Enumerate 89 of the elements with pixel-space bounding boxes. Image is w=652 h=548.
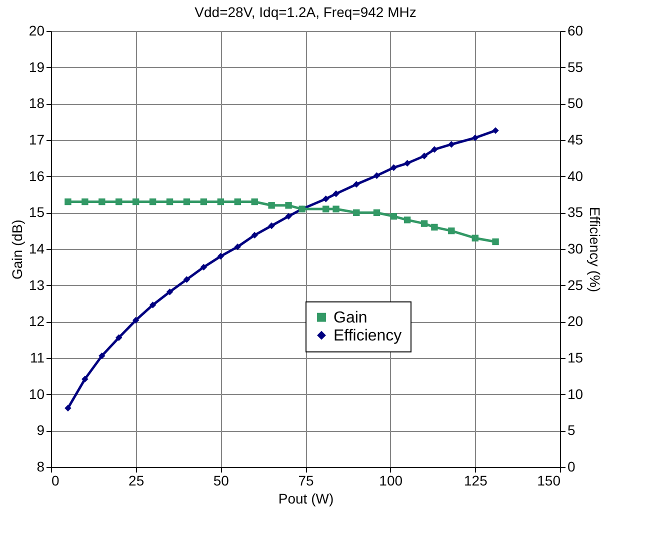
x-tick-label: 125 [464, 472, 488, 488]
y2-tick-label: 60 [568, 22, 584, 38]
y-tick-label: 20 [28, 22, 45, 38]
point [492, 127, 499, 134]
point [448, 227, 455, 234]
point [472, 234, 479, 242]
x-tick-label: 150 [537, 472, 561, 488]
point [285, 202, 292, 209]
point [149, 198, 156, 206]
point [82, 376, 88, 382]
y2-tick-label: 40 [568, 168, 584, 184]
point [98, 352, 106, 360]
point [322, 196, 330, 202]
x-tick-label: 100 [379, 472, 403, 488]
y-tick-label: 11 [30, 350, 45, 366]
point [234, 198, 241, 206]
point [420, 220, 428, 227]
point [431, 224, 438, 231]
y2-tick-label: 25 [568, 276, 584, 293]
y-axis-title: Gain (dB) [8, 220, 25, 280]
point [492, 238, 499, 246]
y2-axis-title: Efficiency (%) [587, 206, 604, 292]
point [431, 146, 438, 153]
point [373, 172, 380, 179]
point [166, 288, 174, 296]
point [116, 198, 122, 206]
point [64, 198, 72, 206]
point [234, 243, 241, 250]
point [322, 206, 330, 212]
y2-tick-label: 50 [568, 95, 584, 112]
point [332, 206, 340, 212]
point [420, 152, 428, 160]
y-tick-label: 8 [36, 458, 45, 474]
point [390, 164, 398, 171]
chart-title: Vdd=28V, Idq=1.2A, Freq=942 MHz [194, 4, 416, 20]
point [98, 198, 106, 206]
point [251, 232, 258, 239]
y-tick-label: 15 [28, 204, 45, 220]
point [448, 141, 455, 148]
y2-tick-label: 30 [568, 240, 584, 256]
point [116, 334, 122, 342]
point [404, 216, 411, 224]
point [166, 198, 174, 206]
point [217, 252, 224, 260]
y-tick-label: 10 [28, 386, 45, 402]
point [82, 198, 88, 206]
y-tick-label: 14 [28, 240, 45, 256]
x-tick-label: 75 [298, 472, 314, 488]
x-tick-label: 25 [128, 472, 144, 488]
x-axis-title: Pout (W) [278, 490, 334, 506]
y2-tick-label: 0 [568, 458, 576, 474]
y2-tick-label: 20 [568, 313, 584, 330]
y-tick-label: 17 [28, 132, 45, 148]
y-tick-label: 13 [28, 276, 45, 293]
y2-tick-label: 15 [568, 350, 584, 366]
y2-tick-label: 35 [568, 204, 584, 220]
y-tick-label: 16 [28, 168, 45, 184]
y2-tick-label: 5 [568, 422, 576, 438]
y-tick-label: 9 [36, 422, 45, 438]
point [64, 404, 72, 412]
point [332, 190, 340, 198]
point [132, 316, 140, 324]
y2-tick-label: 10 [568, 386, 584, 402]
point [373, 209, 380, 216]
point [251, 198, 258, 206]
point [217, 198, 224, 206]
x-tick-label: 50 [213, 472, 230, 488]
y-tick-label: 18 [28, 95, 45, 112]
y2-tick-label: 55 [568, 58, 584, 75]
point [183, 276, 190, 283]
point [404, 160, 411, 167]
x-tick-label: 0 [52, 472, 60, 488]
point [183, 198, 190, 206]
point [353, 180, 360, 188]
legend-label: Gain [334, 309, 368, 326]
point [132, 198, 140, 206]
y-tick-label: 19 [28, 58, 45, 75]
point [353, 209, 360, 216]
point [390, 212, 398, 220]
legend-label: Efficiency [334, 327, 402, 344]
point [268, 222, 275, 230]
point [472, 134, 479, 142]
y2-tick-label: 45 [568, 132, 584, 148]
point [200, 198, 208, 206]
point [268, 202, 275, 209]
y-tick-label: 12 [28, 313, 45, 330]
point [200, 264, 208, 271]
point [149, 302, 156, 308]
point [285, 212, 292, 220]
